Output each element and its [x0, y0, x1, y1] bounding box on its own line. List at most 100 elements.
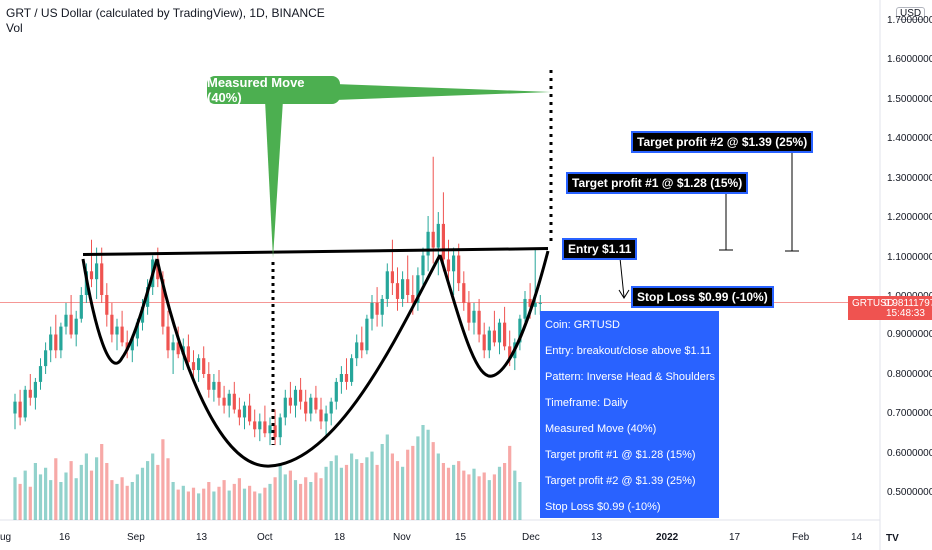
x-tick-label: 16 — [59, 532, 71, 543]
candle-body — [105, 295, 109, 315]
volume-bar — [344, 464, 349, 520]
volume-bar — [130, 482, 134, 520]
volume-bar — [431, 442, 435, 520]
volume-bars — [13, 425, 522, 520]
x-tick-label: Sep — [127, 532, 145, 543]
volume-bar — [202, 488, 206, 520]
candle-body — [18, 401, 22, 418]
volume-bar — [309, 482, 313, 520]
candle-body — [350, 358, 354, 382]
candle-body — [140, 306, 145, 323]
candle-body — [110, 314, 114, 335]
x-tick-label: 14 — [851, 532, 863, 543]
candle-body — [283, 397, 287, 418]
volume-bar — [125, 485, 129, 520]
candle-body — [171, 342, 175, 351]
entry-label[interactable]: Entry $1.11 — [562, 238, 638, 260]
candle-body — [477, 310, 481, 335]
candle-body — [309, 397, 313, 414]
volume-label[interactable]: Vol — [6, 21, 23, 35]
candle-body — [441, 223, 445, 260]
candle-body — [472, 310, 476, 323]
candle-body — [406, 279, 410, 295]
symbol-title[interactable]: GRT / US Dollar (calculated by TradingVi… — [6, 6, 325, 20]
volume-bar — [416, 436, 420, 520]
x-tick-label: 13 — [196, 532, 208, 543]
currency-badge[interactable]: USD — [896, 7, 926, 20]
volume-bar — [365, 457, 369, 520]
target1-label[interactable]: Target profit #1 @ $1.28 (15%) — [566, 172, 749, 194]
trade-info-box[interactable]: Coin: GRTUSD Entry: breakout/close above… — [540, 311, 719, 518]
candle-body — [28, 389, 32, 398]
measured-move-callout[interactable]: Measured Move (40%) — [207, 75, 340, 105]
x-tick-label: Feb — [792, 532, 810, 543]
volume-bar — [59, 482, 63, 520]
candle-body — [135, 322, 139, 339]
neckline — [82, 247, 549, 257]
volume-bar — [140, 467, 145, 520]
candle-body — [457, 255, 461, 284]
price-tag-countdown: 15:48:33 — [886, 308, 925, 319]
candle-body — [263, 421, 267, 434]
volume-bar — [426, 429, 430, 520]
volume-bar — [457, 461, 461, 520]
volume-bar — [115, 483, 119, 520]
tradingview-logo[interactable]: TV — [886, 533, 899, 544]
candle-body — [288, 397, 292, 406]
candle-body — [217, 381, 221, 398]
target2-label[interactable]: Target profit #2 @ $1.39 (25%) — [631, 131, 814, 153]
candle-body — [344, 374, 349, 382]
volume-bar — [406, 449, 410, 520]
volume-bar — [217, 486, 221, 520]
volume-bar — [283, 474, 287, 520]
candle-body — [401, 279, 405, 299]
volume-bar — [446, 467, 451, 520]
candle-body — [258, 421, 262, 430]
volume-bar — [278, 463, 282, 520]
candle-body — [115, 326, 119, 335]
volume-bar — [13, 477, 17, 520]
stop-loss-label[interactable]: Stop Loss $0.99 (-10%) — [631, 286, 774, 308]
volume-bar — [339, 467, 343, 520]
x-tick-label: Dec — [522, 532, 540, 543]
volume-bar — [151, 453, 155, 520]
volume-bar — [482, 472, 486, 520]
info-pattern: Pattern: Inverse Head & Shoulders — [545, 371, 715, 383]
candle-body — [314, 397, 318, 410]
head-curve — [155, 254, 442, 468]
candle-body — [237, 409, 241, 418]
candle-body — [44, 350, 48, 367]
candle-body — [191, 362, 196, 371]
candle-body — [487, 330, 491, 351]
candle-body — [503, 322, 507, 347]
volume-bar — [370, 451, 374, 520]
candle-body — [360, 342, 364, 351]
candlesticks — [13, 156, 542, 446]
volume-bar — [237, 478, 241, 520]
candle-body — [533, 302, 537, 307]
y-tick-label: 1.30000000 — [887, 173, 932, 184]
info-entry: Entry: breakout/close above $1.11 — [545, 345, 712, 357]
candle-body — [334, 381, 338, 402]
volume-bar — [54, 458, 58, 520]
candle-body — [207, 374, 211, 390]
volume-bar — [508, 445, 512, 520]
volume-bar — [95, 457, 99, 520]
candle-body — [212, 381, 216, 390]
candle-body — [416, 275, 420, 303]
volume-bar — [462, 470, 466, 520]
stop-loss-arrow — [619, 257, 625, 298]
volume-bar — [84, 453, 88, 520]
candle-body — [49, 334, 53, 351]
candle-body — [232, 393, 236, 410]
volume-bar — [176, 489, 180, 520]
y-tick-label: 1.50000000 — [887, 94, 932, 105]
y-tick-label: 1.40000000 — [887, 133, 932, 144]
candle-body — [395, 283, 400, 299]
